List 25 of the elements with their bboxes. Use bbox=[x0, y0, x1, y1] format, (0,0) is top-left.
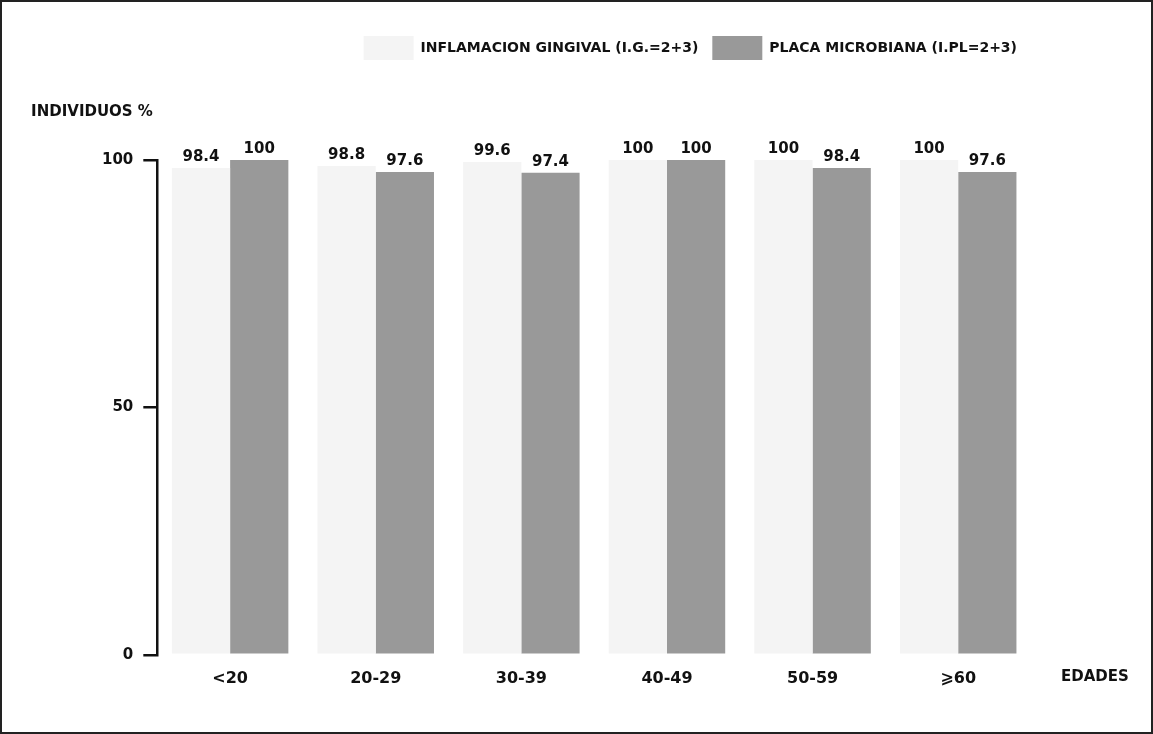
data-label: 99.6 bbox=[473, 141, 511, 160]
data-label: 100 bbox=[243, 139, 275, 158]
data-label: 100 bbox=[622, 139, 654, 158]
y-tick-label: 100 bbox=[102, 149, 134, 168]
x-tick-label: ⩾60 bbox=[940, 667, 977, 687]
data-label: 98.4 bbox=[182, 147, 220, 166]
data-label: 100 bbox=[913, 139, 945, 158]
x-axis-title: EDADES bbox=[1061, 666, 1129, 685]
x-tick-label: 40-49 bbox=[641, 667, 693, 687]
data-label: 100 bbox=[767, 139, 800, 158]
x-tick-label: 30-39 bbox=[495, 667, 547, 687]
x-tick-label: <20 bbox=[212, 667, 248, 687]
x-tick-label: 50-59 bbox=[786, 667, 839, 687]
legend-label: PLACA MICROBIANA (I.PL=2+3) bbox=[769, 38, 1017, 55]
x-tick-label: 20-29 bbox=[350, 667, 402, 687]
data-label: 100 bbox=[680, 139, 712, 158]
data-label: 98.8 bbox=[328, 145, 366, 164]
data-label: 98.4 bbox=[823, 147, 861, 166]
data-label: 97.6 bbox=[968, 151, 1006, 170]
y-tick-label: 0 bbox=[122, 644, 134, 663]
data-label: 97.6 bbox=[386, 151, 424, 170]
legend-label: INFLAMACION GINGIVAL (I.G.=2+3) bbox=[420, 38, 699, 55]
y-tick-label: 50 bbox=[112, 397, 134, 416]
data-label: 97.4 bbox=[531, 152, 569, 171]
y-axis-title: INDIVIDUOS % bbox=[31, 102, 153, 121]
